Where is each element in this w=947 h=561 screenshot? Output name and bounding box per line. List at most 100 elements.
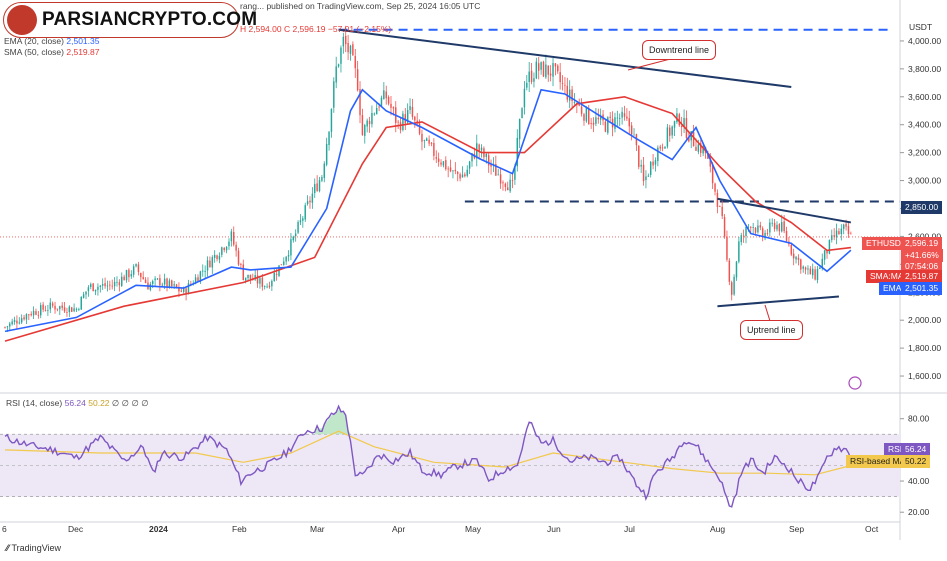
candle-body: [387, 96, 390, 104]
candle-body: [466, 169, 468, 176]
rsi-axis-value: 56.24: [901, 443, 931, 456]
candle-body: [256, 275, 259, 284]
candle-body: [18, 322, 21, 324]
countdown-tag: 07:54:06: [901, 260, 943, 273]
price-tick-label: 3,600.00: [908, 92, 941, 102]
candle-body: [30, 314, 32, 316]
candle-body: [402, 113, 404, 130]
candle-body: [144, 279, 147, 283]
candle-body: [123, 276, 125, 281]
candle-body: [592, 122, 595, 125]
candle-body: [773, 222, 776, 229]
candle-body: [833, 235, 835, 237]
candle-body: [769, 222, 771, 233]
candle-body: [421, 133, 423, 142]
candle-body: [292, 236, 295, 241]
publish-line: rang... published on TradingView.com, Se…: [240, 1, 481, 11]
price-tick-label: 1,800.00: [908, 343, 941, 353]
candle-body: [204, 271, 206, 272]
price-tick-label: 3,000.00: [908, 176, 941, 186]
candle-body: [630, 125, 633, 135]
candle-body: [223, 247, 225, 250]
candle-body: [271, 280, 273, 287]
candle-body: [709, 158, 712, 167]
candle-body: [428, 139, 430, 144]
candle-body: [159, 278, 161, 286]
candle-body: [657, 147, 659, 162]
sma-legend-value: 2,519.87: [66, 47, 100, 57]
rsi-legend-label: RSI (14, close): [6, 398, 63, 408]
candle-body: [216, 255, 218, 260]
candle-body: [685, 118, 688, 139]
candle-body: [202, 270, 204, 272]
candle-body: [35, 311, 37, 315]
candle-body: [51, 303, 54, 306]
candle-body: [90, 284, 92, 287]
sma-legend[interactable]: SMA (50, close) 2,519.87: [4, 47, 99, 57]
candle-body: [399, 122, 402, 131]
candle-body: [723, 217, 726, 237]
ema-legend[interactable]: EMA (20, close) 2,501.35: [4, 36, 99, 46]
candle-body: [209, 260, 211, 268]
candle-body: [742, 235, 745, 237]
candle-body: [761, 228, 764, 238]
candle-body: [518, 118, 521, 140]
candle-body: [254, 275, 256, 280]
candle-body: [595, 117, 597, 124]
candle-body: [626, 116, 628, 119]
candle-body: [547, 65, 549, 75]
price-tick-label: 3,200.00: [908, 148, 941, 158]
candle-body: [461, 174, 464, 178]
time-tick-label: Apr: [392, 524, 405, 534]
candle-body: [442, 161, 445, 166]
candle-body: [814, 269, 816, 280]
candle-body: [521, 108, 523, 119]
candle-body: [187, 283, 190, 295]
time-tick-label: Oct: [865, 524, 879, 534]
candle-body: [178, 286, 180, 292]
candle-body: [418, 123, 421, 134]
candle-body: [113, 281, 116, 287]
candle-body: [199, 271, 202, 282]
candle-body: [828, 239, 831, 254]
candle-body: [9, 323, 11, 327]
candle-body: [373, 113, 376, 115]
candle-body: [747, 226, 750, 228]
candle-body: [361, 115, 364, 135]
candle-body: [721, 206, 723, 217]
candle-body: [514, 166, 516, 180]
candle-body: [73, 308, 75, 312]
candle-body: [683, 118, 685, 127]
candle-body: [66, 312, 68, 313]
time-tick-label: Sep: [789, 524, 804, 534]
candle-body: [507, 187, 509, 191]
tradingview-icon: ⁄⁄: [6, 543, 12, 553]
candle-body: [573, 102, 576, 103]
candle-body: [225, 246, 228, 251]
candle-body: [640, 164, 642, 167]
time-tick-label: May: [465, 524, 482, 534]
time-tick-label: Jun: [547, 524, 561, 534]
candle-body: [552, 63, 554, 77]
tradingview-brand[interactable]: ⁄⁄ TradingView: [6, 543, 61, 553]
candle-body: [106, 285, 109, 287]
candle-body: [456, 171, 459, 174]
candle-body: [726, 236, 728, 260]
candle-body: [437, 158, 440, 162]
candle-body: [759, 225, 762, 228]
candle-body: [47, 309, 49, 311]
candle-body: [42, 304, 44, 310]
candle-body: [700, 143, 702, 153]
candle-body: [504, 183, 507, 188]
candle-body: [180, 290, 183, 292]
rsi-legend[interactable]: RSI (14, close) 56.24 50.22 ∅ ∅ ∅ ∅: [6, 398, 149, 409]
candle-body: [368, 121, 371, 125]
candle-body: [807, 268, 809, 270]
candle-body: [230, 231, 233, 242]
candle-body: [728, 260, 731, 282]
candle-body: [171, 280, 173, 287]
candle-body: [750, 227, 752, 228]
candle-body: [468, 161, 471, 169]
candle-body: [485, 153, 488, 157]
